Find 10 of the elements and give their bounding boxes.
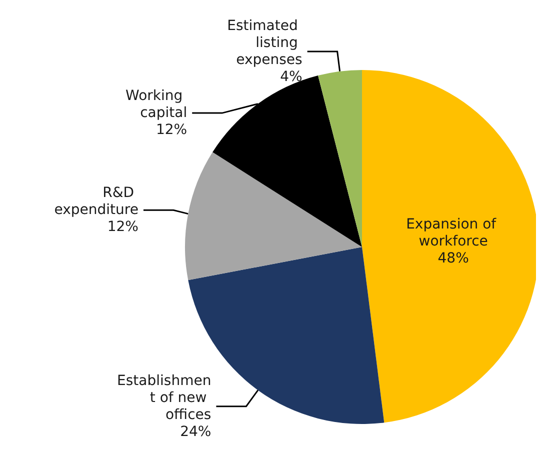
data-label: 12%: [156, 122, 188, 138]
slice-label: Expansion of workforce: [406, 216, 501, 250]
slice-label: Estimated listing expenses: [227, 18, 302, 68]
data-label: 12%: [107, 219, 138, 236]
data-label: 24%: [180, 424, 212, 440]
data-label: 4%: [280, 69, 302, 86]
slice-label: Establishment of new offices: [117, 372, 212, 423]
data-label: 48%: [438, 250, 469, 266]
slice-label: R&D expenditure: [54, 185, 138, 218]
slice-label: Working capital: [126, 88, 188, 122]
